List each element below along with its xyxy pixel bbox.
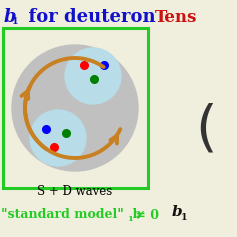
Text: "standard model"  b: "standard model" b — [1, 209, 141, 222]
Text: 1: 1 — [12, 17, 19, 26]
Text: b: b — [4, 8, 17, 26]
Bar — [3, 28, 148, 188]
Text: 1: 1 — [181, 213, 188, 222]
Circle shape — [12, 45, 138, 171]
Text: 1: 1 — [127, 215, 133, 223]
Text: Tens: Tens — [155, 9, 197, 26]
Text: ≠ 0: ≠ 0 — [131, 209, 159, 222]
Circle shape — [65, 48, 121, 104]
Text: (: ( — [195, 103, 217, 157]
Text: for deuteron: for deuteron — [16, 8, 156, 26]
Text: S + D waves: S + D waves — [37, 185, 113, 198]
Text: b: b — [172, 205, 183, 219]
Circle shape — [30, 110, 86, 166]
